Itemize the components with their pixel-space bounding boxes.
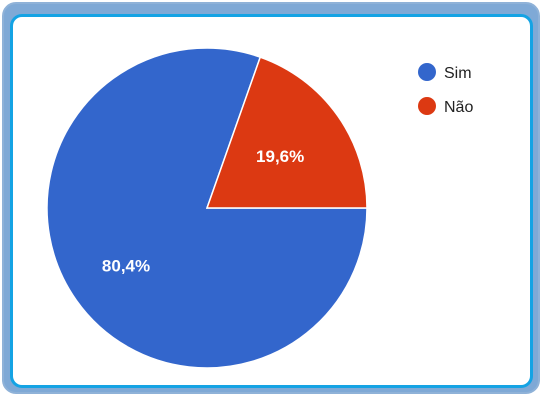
pie-slice-nao[interactable]: [205, 56, 368, 209]
slice-label: 19,6%: [256, 147, 304, 166]
pie-slices: [46, 47, 368, 369]
legend-label[interactable]: Sim: [444, 65, 472, 82]
pie-slice-labels: 80,4% 19,6%: [102, 147, 304, 275]
slice-label: 80,4%: [102, 256, 150, 275]
legend-marker[interactable]: [418, 63, 436, 81]
legend-marker[interactable]: [418, 97, 436, 115]
legend: Sim Não: [418, 63, 473, 116]
legend-label[interactable]: Não: [444, 99, 473, 116]
